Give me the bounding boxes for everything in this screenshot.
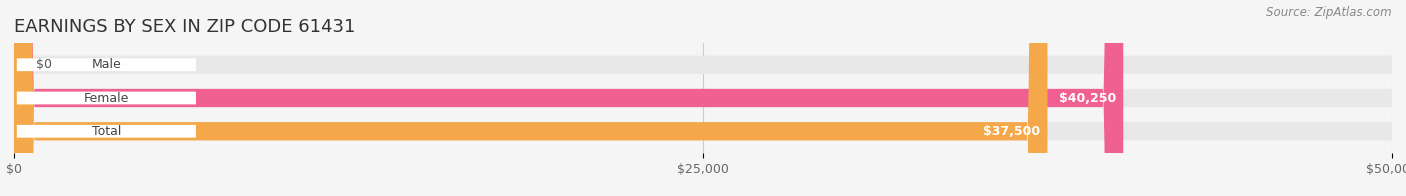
FancyBboxPatch shape: [17, 92, 195, 104]
Text: $0: $0: [37, 58, 52, 71]
FancyBboxPatch shape: [17, 58, 195, 71]
FancyBboxPatch shape: [14, 89, 1392, 107]
FancyBboxPatch shape: [17, 125, 195, 138]
Text: $37,500: $37,500: [983, 125, 1040, 138]
Text: Female: Female: [84, 92, 129, 104]
Text: $40,250: $40,250: [1059, 92, 1116, 104]
Text: EARNINGS BY SEX IN ZIP CODE 61431: EARNINGS BY SEX IN ZIP CODE 61431: [14, 18, 356, 36]
FancyBboxPatch shape: [14, 0, 1123, 196]
Text: Male: Male: [91, 58, 121, 71]
Text: Total: Total: [91, 125, 121, 138]
FancyBboxPatch shape: [14, 122, 1392, 140]
FancyBboxPatch shape: [14, 56, 1392, 74]
FancyBboxPatch shape: [14, 0, 1047, 196]
Text: Source: ZipAtlas.com: Source: ZipAtlas.com: [1267, 6, 1392, 19]
